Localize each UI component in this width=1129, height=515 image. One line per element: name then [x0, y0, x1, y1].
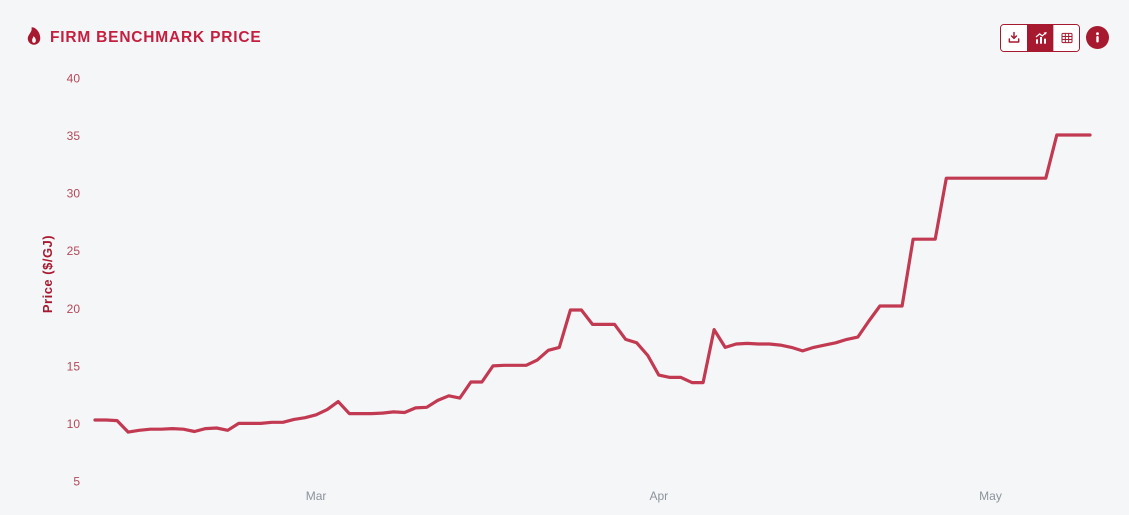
table-icon	[1061, 32, 1072, 44]
info-button[interactable]	[1086, 26, 1109, 49]
info-icon	[1096, 32, 1099, 43]
y-tick-label: 40	[67, 72, 81, 86]
y-tick-label: 5	[73, 475, 80, 489]
x-tick-label: Mar	[306, 489, 327, 503]
price-series-line	[93, 133, 1092, 434]
bar-chart-icon	[1035, 32, 1047, 44]
download-icon	[1008, 31, 1020, 43]
chart-toolbar	[1000, 24, 1080, 52]
y-tick-label: 10	[67, 417, 81, 431]
y-tick-label: 25	[67, 244, 81, 258]
y-tick-label: 35	[67, 129, 81, 143]
chart-header: FIRM BENCHMARK PRICE	[0, 0, 1129, 60]
x-tick-label: May	[979, 489, 1002, 503]
chart-view-button[interactable]	[1027, 25, 1053, 51]
x-tick-label: Apr	[649, 489, 668, 503]
table-view-button[interactable]	[1053, 25, 1079, 51]
y-tick-label: 20	[67, 302, 81, 316]
page-title: FIRM BENCHMARK PRICE	[50, 29, 262, 46]
y-tick-label: 15	[67, 359, 81, 373]
y-axis-title: Price ($/GJ)	[40, 235, 55, 313]
download-button[interactable]	[1001, 25, 1027, 51]
flame-icon	[27, 27, 41, 45]
y-tick-label: 30	[67, 187, 81, 201]
